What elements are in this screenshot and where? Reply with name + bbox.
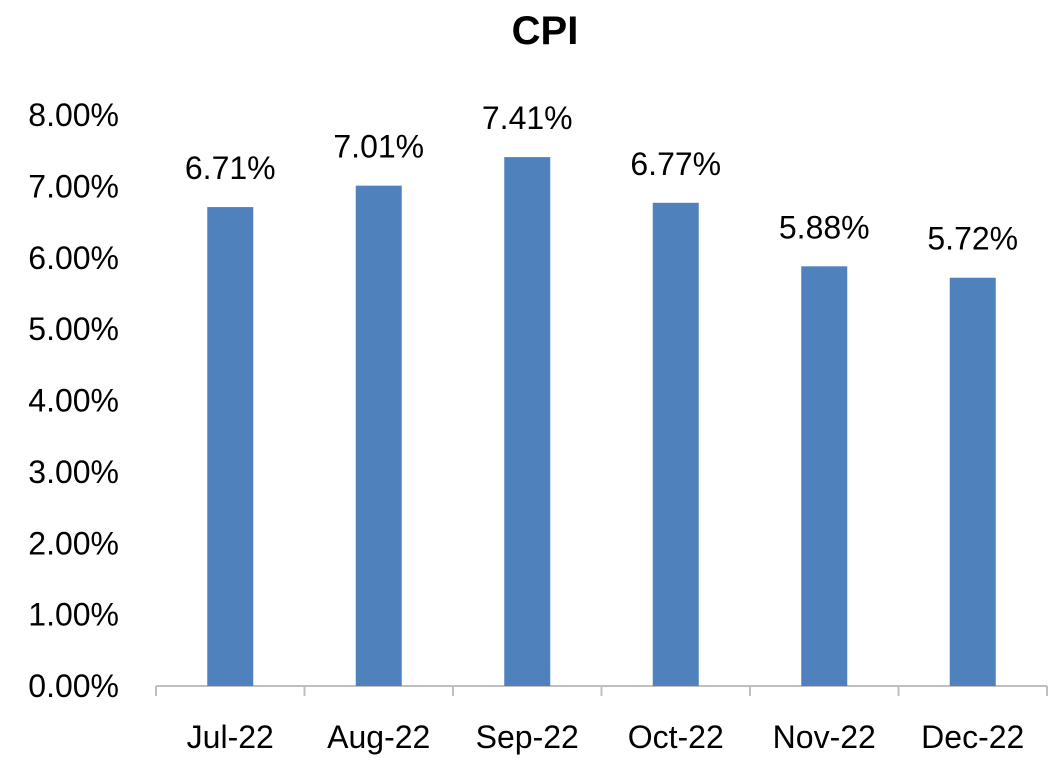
bar-oct-22 <box>652 202 699 686</box>
data-label: 6.77% <box>630 146 721 182</box>
data-label: 5.88% <box>779 209 870 245</box>
bar-nov-22 <box>801 266 848 686</box>
bar-aug-22 <box>355 185 402 686</box>
x-axis <box>155 685 1048 696</box>
bar-jul-22 <box>207 207 254 687</box>
data-labels: 6.71% 7.01% 7.41% 6.77% 5.88% 5.72% <box>185 100 1018 257</box>
y-tick-label: 3.00% <box>28 454 119 490</box>
x-tick-label: Sep-22 <box>476 719 579 755</box>
y-tick-label: 4.00% <box>28 383 119 419</box>
y-axis: 0.00% 1.00% 2.00% 3.00% 4.00% 5.00% 6.00% 7.00%… <box>28 97 119 704</box>
y-tick-label: 7.00% <box>28 168 119 204</box>
x-tick-label: Aug-22 <box>327 719 430 755</box>
data-label: 7.01% <box>333 129 424 165</box>
y-tick-label: 8.00% <box>28 97 119 133</box>
x-tick-labels: Jul-22 Aug-22 Sep-22 Oct-22 Nov-22 Dec-22 <box>187 719 1025 755</box>
x-tick-label: Oct-22 <box>628 719 724 755</box>
x-tick-label: Jul-22 <box>187 719 274 755</box>
bar-dec-22 <box>949 277 996 686</box>
chart-title: CPI <box>512 9 579 53</box>
data-label: 7.41% <box>482 100 573 136</box>
data-label: 5.72% <box>927 221 1018 257</box>
y-tick-label: 0.00% <box>28 668 119 704</box>
bar-sep-22 <box>504 157 551 686</box>
y-tick-label: 2.00% <box>28 525 119 561</box>
y-tick-label: 5.00% <box>28 311 119 347</box>
y-tick-label: 6.00% <box>28 240 119 276</box>
data-label: 6.71% <box>185 150 276 186</box>
y-tick-label: 1.00% <box>28 597 119 633</box>
x-tick-label: Dec-22 <box>921 719 1024 755</box>
x-tick-label: Nov-22 <box>773 719 876 755</box>
bar-series <box>207 157 996 687</box>
